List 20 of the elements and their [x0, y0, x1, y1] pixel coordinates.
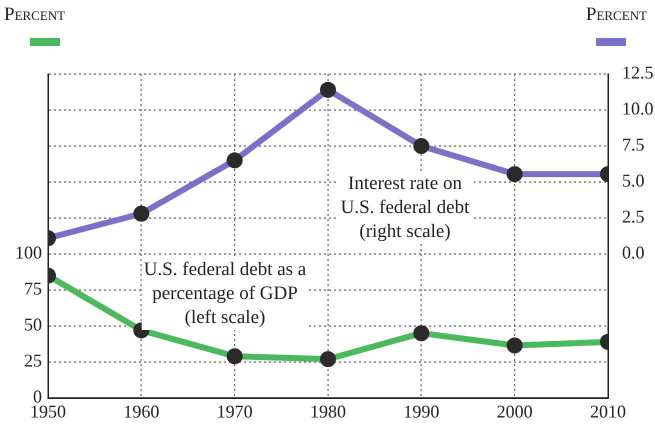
y2-tick-label: 10.0 — [622, 98, 654, 119]
y-tick-label: 50 — [24, 314, 42, 335]
x-tick-label: 1980 — [310, 402, 346, 422]
y2-tick-label: 12.5 — [622, 62, 654, 83]
x-tick-label: 2010 — [590, 402, 626, 422]
y2-tick-label: 5.0 — [622, 170, 644, 191]
y-tick-label: 100 — [15, 242, 42, 263]
y2-tick-label: 0.0 — [622, 242, 644, 263]
y-axis-title: Percent — [4, 4, 66, 26]
y2-tick-label: 7.5 — [622, 134, 644, 155]
x-tick-label: 2000 — [496, 402, 533, 422]
x-tick-label: 1970 — [216, 402, 253, 422]
y-tick-label: 25 — [24, 350, 42, 371]
y-tick-label: 75 — [24, 278, 42, 299]
annotation: U.S. federal debt as a percentage of GDP (left scale) — [142, 258, 308, 330]
y2-axis-title: Percent — [586, 4, 647, 26]
x-tick-label: 1960 — [123, 402, 160, 422]
annotation: Interest rate on U.S. federal debt (right scale) — [338, 172, 472, 244]
x-tick-label: 1990 — [403, 402, 440, 422]
y2-tick-label: 2.5 — [622, 206, 644, 227]
